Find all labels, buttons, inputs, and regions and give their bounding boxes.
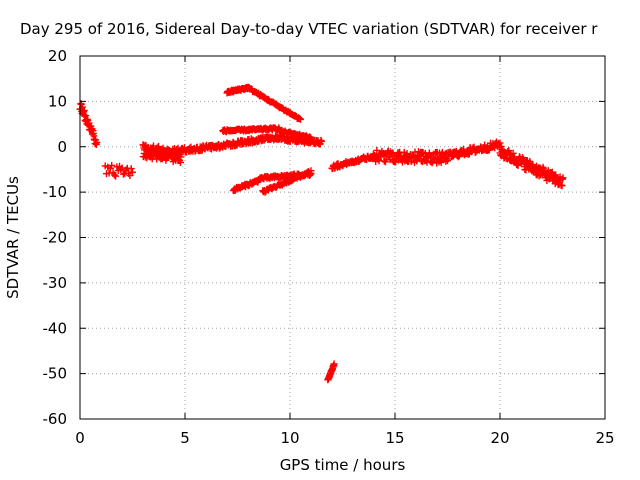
y-tick-label: -40 [43,319,68,337]
data-point [496,139,504,147]
data-point [93,138,101,146]
data-point [108,161,116,169]
data-point [297,115,304,123]
data-point [373,146,381,154]
data-point [551,172,559,180]
data-points [76,83,567,384]
data-point [307,134,315,142]
grid-lines [80,56,605,419]
x-tick-label: 0 [75,429,85,447]
x-tick-label: 20 [490,429,509,447]
data-point [106,164,114,172]
data-point [110,171,118,179]
data-point [119,170,127,178]
chart-title: Day 295 of 2016, Sidereal Day-to-day VTE… [20,20,598,38]
y-tick-label: -30 [43,274,68,292]
x-tick-label: 15 [385,429,404,447]
x-tick-label: 25 [595,429,614,447]
axis-ticks: 0 5 10 15 20 25 -60 -50 -40 -30 -20 -10 0 10 20 [43,47,615,447]
x-tick-label: 5 [180,429,190,447]
data-point [535,172,543,180]
y-tick-label: -10 [43,183,68,201]
data-point [330,360,338,368]
y-tick-label: -60 [43,410,68,428]
data-point [558,182,566,190]
data-point [318,137,325,145]
x-tick-label: 10 [280,429,299,447]
x-axis-label: GPS time / hours [280,456,406,474]
y-tick-label: 20 [48,47,67,65]
data-point [306,133,314,141]
y-tick-label: -50 [43,365,68,383]
y-axis-label: SDTVAR / TECUs [4,176,22,299]
plot-frame [79,55,606,420]
data-point [307,167,315,175]
data-point [112,172,120,180]
y-tick-label: 10 [48,92,67,110]
data-point [122,166,130,174]
data-point [129,168,136,176]
data-point [127,165,135,173]
y-tick-label: 0 [57,138,67,156]
y-tick-label: -20 [43,229,68,247]
data-point [559,174,567,182]
data-point [509,149,517,157]
